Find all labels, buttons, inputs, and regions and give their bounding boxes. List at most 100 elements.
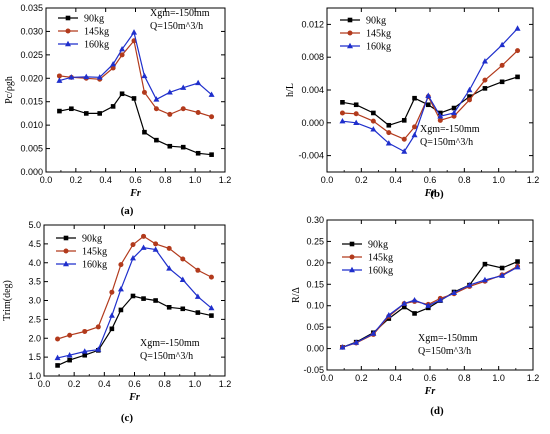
- data-point: [118, 307, 124, 313]
- data-point: [108, 312, 115, 318]
- y-tick-label: 0.010: [20, 120, 43, 130]
- data-point: [208, 274, 214, 280]
- data-point: [95, 324, 101, 330]
- x-tick-label: 0.8: [159, 175, 172, 185]
- data-point: [69, 106, 74, 112]
- y-tick-label: 0.005: [20, 144, 43, 154]
- data-point: [208, 304, 215, 311]
- data-point: [97, 111, 102, 116]
- x-axis-label: Fr: [424, 188, 436, 199]
- series-line: [59, 92, 212, 156]
- data-point: [109, 326, 115, 332]
- y-tick-label: 0.020: [20, 73, 43, 83]
- legend-label: 160kg: [366, 42, 391, 53]
- data-point: [180, 256, 186, 262]
- legend-label: 160kg: [368, 266, 393, 277]
- data-point: [339, 110, 345, 116]
- series-145kg: [56, 38, 215, 120]
- y-axis-label: Trim(deg): [2, 280, 13, 321]
- condition-annotation: Q=150m^3/h: [150, 21, 203, 32]
- panel-b: 0.0 0.2 0.4 0.6 0.8 1.0 1.2 -0.004 0.000 0.004 0.0…: [285, 7, 539, 200]
- data-point: [119, 52, 125, 58]
- y-tick-label: 0.035: [20, 3, 43, 13]
- data-point: [370, 118, 376, 124]
- legend: 90kg 145kg 160kg: [342, 240, 393, 277]
- x-tick-label: 0.4: [389, 373, 402, 383]
- y-tick-label: 0.00: [306, 344, 324, 354]
- legend-label: 90kg: [368, 240, 388, 251]
- data-point: [370, 330, 377, 336]
- condition-annotation: Q=150m^3/h: [420, 137, 473, 148]
- y-tick-label: 2.5: [28, 314, 41, 324]
- data-point: [153, 298, 158, 303]
- data-point: [401, 136, 407, 142]
- data-point: [96, 74, 103, 80]
- data-point: [195, 267, 201, 273]
- y-tick-label: 0.008: [301, 52, 324, 62]
- data-point: [412, 311, 417, 316]
- data-point: [68, 74, 75, 80]
- data-point: [482, 77, 488, 83]
- x-tick-label: 0.8: [158, 379, 171, 389]
- panel-label: (b): [430, 188, 444, 200]
- data-point: [180, 106, 186, 112]
- condition-annotation: Q=150m^3/h: [140, 351, 193, 362]
- data-point: [499, 265, 505, 271]
- series-90kg: [340, 74, 520, 128]
- panel-label: (a): [121, 205, 134, 217]
- data-point: [131, 96, 137, 101]
- x-tick-label: 0.4: [98, 379, 111, 389]
- data-point: [142, 129, 147, 135]
- legend-marker: [349, 241, 355, 247]
- data-point: [55, 336, 61, 342]
- y-tick-label: 3.5: [28, 277, 41, 287]
- data-point: [131, 29, 138, 35]
- data-point: [425, 302, 432, 308]
- data-point: [385, 140, 392, 146]
- data-point: [499, 62, 505, 68]
- y-tick-label: 3.0: [28, 296, 41, 306]
- y-tick-label: 1.5: [28, 352, 41, 362]
- panel-label: (d): [430, 405, 444, 417]
- data-point: [141, 89, 147, 95]
- data-point: [195, 109, 201, 115]
- series-90kg: [57, 91, 214, 157]
- data-point: [437, 113, 444, 119]
- data-point: [467, 94, 472, 99]
- series-160kg: [339, 263, 521, 350]
- y-axis-label: R/Δ: [291, 286, 302, 302]
- y-tick-label: -0.05: [303, 365, 324, 375]
- y-tick-label: 4.0: [28, 258, 41, 268]
- data-point: [353, 111, 359, 117]
- y-axis-label: h/L: [285, 83, 296, 97]
- series-90kg: [55, 293, 214, 368]
- data-point: [515, 48, 521, 54]
- data-point: [119, 91, 125, 97]
- legend-marker: [65, 28, 71, 34]
- x-tick-label: 0.6: [424, 373, 437, 383]
- data-point: [81, 348, 88, 354]
- data-point: [411, 131, 418, 138]
- x-tick-label: 0.2: [70, 175, 83, 185]
- legend-marker: [347, 42, 353, 49]
- data-point: [425, 102, 431, 108]
- x-tick-label: 1.2: [219, 379, 232, 389]
- data-point: [339, 117, 346, 124]
- y-tick-label: 0.025: [20, 50, 43, 60]
- legend-marker: [65, 40, 71, 47]
- x-tick-label: 1.0: [189, 379, 202, 389]
- data-point: [401, 148, 408, 154]
- panel-d: 0.0 0.2 0.4 0.6 0.8 1.0 1.2 -0.05 0.00 0.05 0.10 0.…: [291, 215, 539, 417]
- data-point: [353, 102, 359, 108]
- data-point: [451, 109, 458, 116]
- series-160kg: [56, 29, 215, 102]
- legend: 90kg 145kg 160kg: [58, 14, 109, 51]
- data-point: [130, 293, 136, 299]
- data-point: [451, 289, 458, 296]
- data-point: [209, 152, 214, 157]
- legend-marker: [63, 248, 69, 254]
- legend-label: 145kg: [368, 253, 393, 264]
- panel-label: (c): [121, 412, 134, 424]
- data-point: [339, 344, 346, 350]
- plot-frame: [43, 224, 226, 377]
